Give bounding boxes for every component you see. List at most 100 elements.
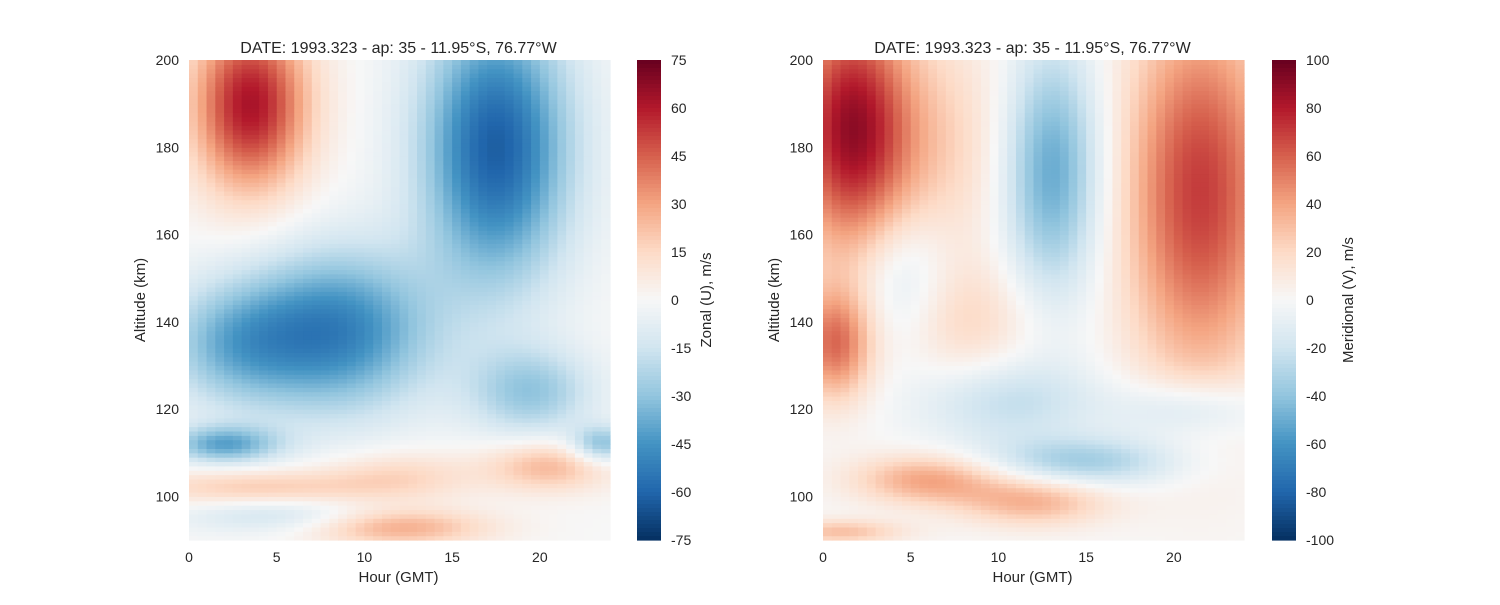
heatmap-cell [267, 156, 278, 161]
heatmap-cell [548, 369, 558, 375]
heatmap-cell [241, 225, 251, 231]
heatmap-cell [469, 426, 480, 432]
heatmap-cell [373, 169, 383, 175]
heatmap-cell [460, 509, 471, 515]
heatmap-cell [241, 531, 251, 537]
heatmap-cell [250, 295, 260, 301]
heatmap-cell [373, 387, 383, 393]
heatmap-cell [478, 496, 488, 502]
heatmap-cell [531, 230, 541, 236]
heatmap-cell [513, 121, 523, 127]
heatmap-cell [478, 286, 488, 292]
heatmap-cell [478, 339, 488, 345]
heatmap-cell [425, 526, 436, 532]
heatmap-cell [583, 160, 594, 166]
heatmap-cell [495, 400, 506, 406]
heatmap-cell [531, 247, 541, 253]
heatmap-cell [513, 269, 523, 275]
heatmap-cell [513, 518, 523, 524]
heatmap-cell [250, 444, 260, 449]
heatmap-cell [346, 348, 357, 353]
heatmap-cell [425, 513, 436, 519]
heatmap-cell [417, 252, 427, 257]
heatmap-cell [241, 509, 251, 515]
heatmap-cell [390, 378, 401, 384]
heatmap-cell [531, 492, 541, 497]
heatmap-cell [311, 212, 322, 218]
heatmap-cell [408, 121, 418, 127]
heatmap-cell [531, 461, 541, 467]
heatmap-cell [539, 509, 550, 515]
heatmap-cell [215, 326, 225, 332]
heatmap-cell [329, 413, 339, 419]
heatmap-cell [557, 99, 567, 105]
heatmap-cell [504, 151, 515, 157]
heatmap-cell [539, 208, 550, 214]
heatmap-cell [460, 230, 471, 236]
heatmap-cell [434, 230, 444, 236]
heatmap-cell [364, 513, 374, 519]
heatmap-cell [504, 382, 515, 388]
heatmap-cell [469, 199, 480, 205]
heatmap-cell [574, 138, 585, 144]
heatmap-cell [294, 513, 304, 519]
heatmap-cell [276, 160, 287, 166]
heatmap-cell [259, 487, 269, 493]
heatmap-cell [329, 182, 339, 188]
heatmap-cell [338, 448, 348, 454]
heatmap-cell [285, 422, 295, 428]
heatmap-cell [574, 382, 585, 388]
heatmap-cell [566, 487, 576, 493]
heatmap-cell [574, 365, 585, 371]
heatmap-cell [504, 195, 515, 201]
heatmap-cell [425, 260, 436, 266]
heatmap-cell [189, 369, 199, 375]
heatmap-cell [557, 225, 567, 231]
heatmap-cell [601, 195, 611, 201]
heatmap-cell [399, 212, 409, 218]
heatmap-cell [285, 430, 295, 436]
heatmap-cell [320, 492, 330, 497]
heatmap-cell [460, 496, 471, 502]
heatmap-cell [513, 483, 523, 489]
heatmap-cell [443, 518, 453, 524]
heatmap-cell [373, 487, 383, 493]
heatmap-cell [522, 492, 532, 497]
heatmap-cell [215, 313, 225, 319]
heatmap-cell [311, 256, 322, 262]
heatmap-cell [381, 391, 392, 397]
heatmap-cell [250, 90, 260, 96]
heatmap-cell [408, 94, 418, 100]
heatmap-cell [408, 417, 418, 423]
heatmap-cell [425, 182, 436, 188]
heatmap-cell [320, 125, 330, 131]
heatmap-cell [417, 182, 427, 188]
heatmap-cell [373, 361, 383, 367]
heatmap-cell [408, 308, 418, 314]
heatmap-cell [232, 374, 243, 380]
heatmap-cell [338, 112, 348, 118]
heatmap-cell [487, 387, 497, 393]
heatmap-cell [574, 505, 585, 511]
heatmap-cell [539, 151, 550, 157]
heatmap-cell [276, 125, 287, 131]
heatmap-cell [487, 217, 497, 223]
heatmap-cell [390, 334, 401, 340]
heatmap-cell [487, 142, 497, 148]
heatmap-cell [399, 121, 409, 127]
heatmap-cell [566, 208, 576, 214]
heatmap-cell [346, 365, 357, 371]
heatmap-cell [206, 108, 216, 113]
heatmap-cell [495, 444, 506, 449]
heatmap-cell [390, 121, 401, 127]
heatmap-cell [329, 164, 339, 170]
heatmap-cell [443, 452, 453, 458]
heatmap-cell [495, 492, 506, 497]
heatmap-cell [417, 474, 427, 480]
heatmap-cell [346, 422, 357, 428]
heatmap-cell [460, 348, 471, 353]
heatmap-cell [197, 243, 208, 249]
heatmap-cell [417, 164, 427, 170]
heatmap-cell [495, 156, 506, 161]
heatmap-cell [539, 221, 550, 227]
